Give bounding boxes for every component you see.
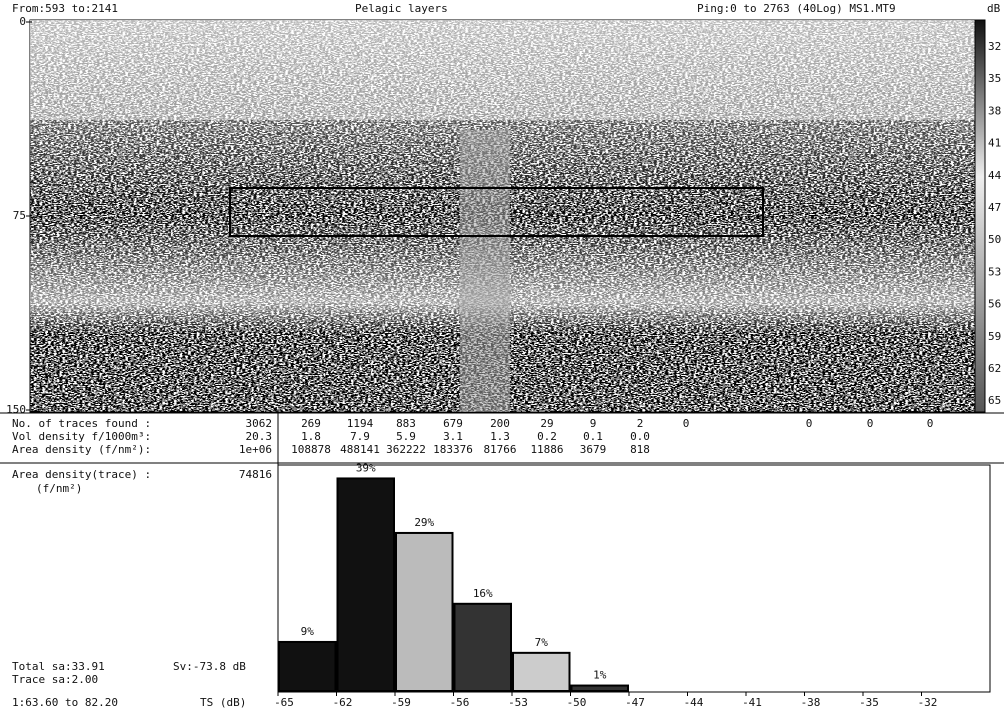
bar [336, 477, 395, 693]
bar-label: 39% [356, 461, 376, 474]
row-label: Area density (f/nm²): [12, 443, 151, 456]
cell: 883 [396, 417, 416, 430]
cell: 5.9 [396, 430, 416, 443]
color-scale-label: 44 [988, 169, 1002, 182]
cell: 1.8 [301, 430, 321, 443]
color-scale-label: 50 [988, 233, 1001, 246]
bar [512, 651, 571, 692]
depth-tick-label: 0 [19, 15, 26, 28]
cell: 0.1 [583, 430, 603, 443]
cell: 9 [590, 417, 597, 430]
color-scale-label: 41 [988, 137, 1001, 150]
bar-label: 16% [473, 587, 493, 600]
x-tick-label: -47 [625, 696, 645, 709]
depth-tick-label: 150 [6, 403, 26, 416]
sv: Sv:-73.8 dB [173, 660, 246, 673]
x-tick-label: -62 [333, 696, 353, 709]
cell: 0 [867, 417, 874, 430]
range: From:593 to:2141 [12, 2, 118, 15]
cell: 3679 [580, 443, 607, 456]
bar-label: 9% [301, 625, 315, 638]
bar-label: 1% [593, 669, 607, 682]
bar [278, 640, 337, 693]
ping: Ping:0 to 2763 (40Log) MS1.MT9 [697, 2, 896, 15]
bar-label: 7% [535, 636, 549, 649]
title: Pelagic layers [355, 2, 448, 15]
x-tick-label: -32 [918, 696, 938, 709]
bar [453, 602, 512, 692]
x-tick-label: -38 [801, 696, 821, 709]
cell: 3.1 [443, 430, 463, 443]
cell: 0.2 [537, 430, 557, 443]
cell: 7.9 [350, 430, 370, 443]
hist-label: Area density(trace) : [12, 468, 151, 481]
color-scale-label: 59 [988, 330, 1001, 343]
color-scale-label: 47 [988, 201, 1001, 214]
color-scale-label: 56 [988, 298, 1001, 311]
cell: 269 [301, 417, 321, 430]
x-tick-label: -44 [684, 696, 704, 709]
histogram-frame [277, 464, 991, 693]
selection-box [229, 187, 764, 237]
row-label: Vol density f/1000m³: [12, 430, 151, 443]
cell: 81766 [483, 443, 516, 456]
cell: 200 [490, 417, 510, 430]
total-sa: Total sa:33.91 [12, 660, 105, 673]
bar-label: 29% [414, 516, 434, 529]
x-axis-label: TS (dB) [200, 696, 246, 709]
cell: 0 [927, 417, 934, 430]
cell: 183376 [433, 443, 473, 456]
cell: 1194 [347, 417, 374, 430]
color-scale-label: 38 [988, 104, 1001, 117]
color-scale-label: 65 [988, 394, 1001, 407]
x-tick-label: -56 [450, 696, 470, 709]
cell: 11886 [530, 443, 563, 456]
row-total: 1e+06 [239, 443, 272, 456]
bar [570, 684, 629, 692]
cell: 818 [630, 443, 650, 456]
color-scale-label: 35 [988, 72, 1001, 85]
color-scale-label: 32 [988, 40, 1001, 53]
cell: 2 [637, 417, 644, 430]
x-tick-label: -65 [274, 696, 294, 709]
trace-sa: Trace sa:2.00 [12, 673, 98, 686]
cell: 0 [683, 417, 690, 430]
hist-total: 74816 [239, 468, 272, 481]
unit: dB [987, 2, 1001, 15]
depth-range: 1:63.60 to 82.20 [12, 696, 118, 709]
color-scale-label: 62 [988, 362, 1001, 375]
cell: 362222 [386, 443, 426, 456]
x-tick-label: -35 [859, 696, 879, 709]
cell: 488141 [340, 443, 380, 456]
color-scale-label: 53 [988, 265, 1001, 278]
echogram [29, 19, 986, 413]
noise-column [460, 130, 510, 412]
echo-fade [30, 20, 975, 120]
hist-unit: (f/nm²) [36, 482, 82, 495]
cell: 29 [540, 417, 553, 430]
cell: 108878 [291, 443, 331, 456]
x-tick-label: -50 [567, 696, 587, 709]
cell: 0 [806, 417, 813, 430]
row-total: 3062 [246, 417, 273, 430]
row-total: 20.3 [246, 430, 273, 443]
row-label: No. of traces found : [12, 417, 151, 430]
x-tick-label: -41 [742, 696, 762, 709]
bar [395, 531, 454, 693]
color-scale [974, 19, 986, 413]
x-tick-label: -59 [391, 696, 411, 709]
cell: 0.0 [630, 430, 650, 443]
cell: 1.3 [490, 430, 510, 443]
x-tick-label: -53 [508, 696, 528, 709]
depth-tick-label: 75 [13, 209, 26, 222]
cell: 679 [443, 417, 463, 430]
